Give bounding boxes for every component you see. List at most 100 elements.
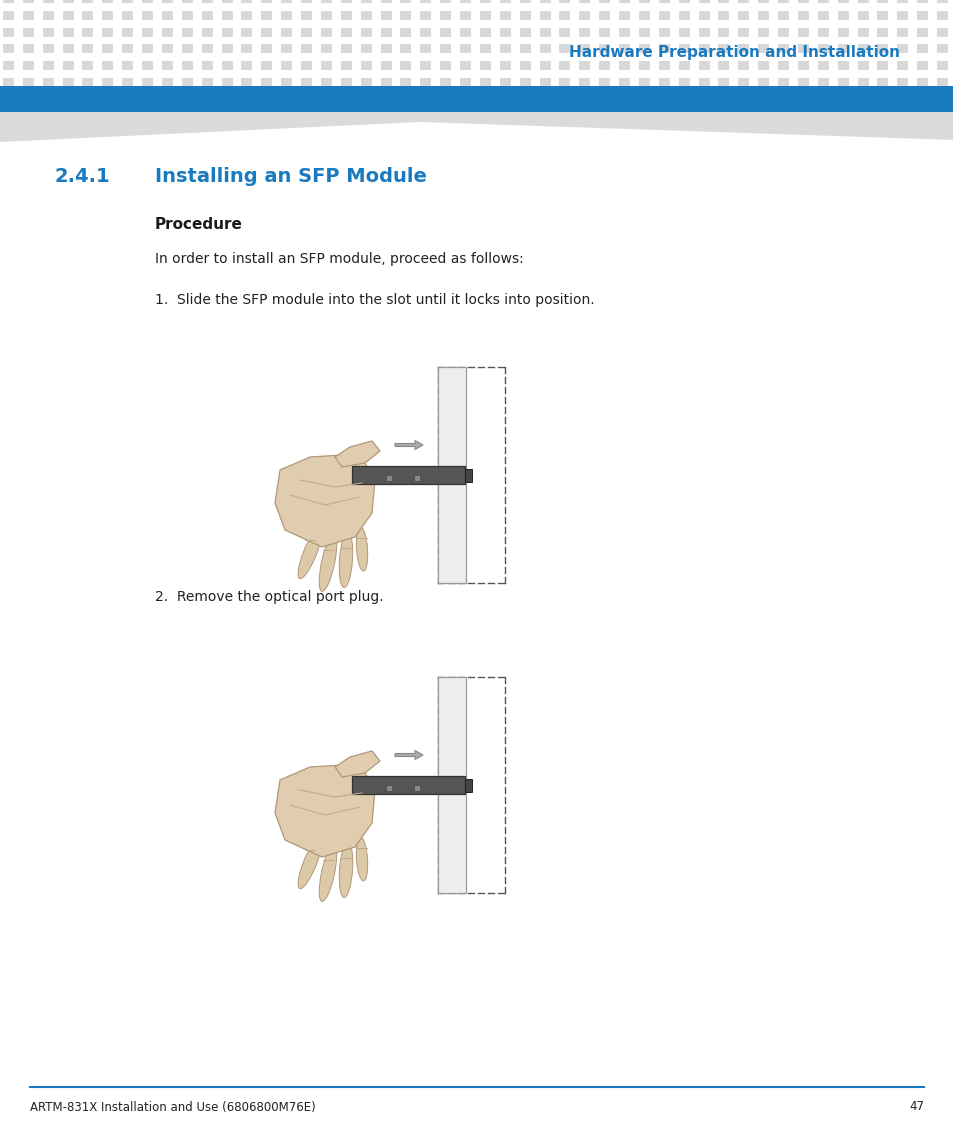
Bar — [459, 61, 471, 70]
Ellipse shape — [339, 843, 353, 898]
Bar — [281, 45, 292, 54]
Bar — [857, 27, 867, 37]
Bar — [936, 0, 947, 3]
Bar — [897, 45, 907, 54]
Text: Procedure: Procedure — [154, 218, 243, 232]
Bar — [340, 61, 352, 70]
Bar — [420, 27, 431, 37]
Bar — [718, 61, 729, 70]
Bar — [778, 78, 788, 87]
Bar — [897, 61, 907, 70]
Bar — [598, 61, 610, 70]
Bar — [82, 45, 93, 54]
Bar — [678, 27, 689, 37]
Bar — [877, 0, 887, 3]
Bar — [778, 10, 788, 19]
Bar — [261, 27, 272, 37]
Bar — [459, 45, 471, 54]
Bar — [63, 45, 73, 54]
Bar — [420, 78, 431, 87]
Bar — [659, 45, 669, 54]
Bar — [916, 61, 927, 70]
Bar — [221, 27, 233, 37]
Bar — [201, 0, 213, 3]
Bar — [439, 0, 451, 3]
Bar — [241, 45, 253, 54]
Bar — [639, 78, 649, 87]
Bar — [718, 78, 729, 87]
Bar — [102, 27, 113, 37]
Bar — [558, 27, 570, 37]
Text: 2.4.1: 2.4.1 — [55, 167, 111, 185]
Bar — [182, 61, 193, 70]
Bar — [698, 10, 709, 19]
Bar — [578, 0, 590, 3]
Bar — [817, 0, 828, 3]
Polygon shape — [0, 112, 953, 142]
Bar — [360, 27, 372, 37]
Bar — [519, 10, 530, 19]
Bar — [916, 27, 927, 37]
Bar — [320, 10, 332, 19]
Bar — [82, 10, 93, 19]
Bar — [897, 10, 907, 19]
Ellipse shape — [297, 528, 321, 578]
Bar — [414, 475, 419, 481]
Bar — [400, 10, 411, 19]
Bar — [380, 78, 391, 87]
Bar — [618, 61, 629, 70]
Bar — [857, 61, 867, 70]
Bar — [301, 0, 312, 3]
Bar — [63, 27, 73, 37]
Bar — [420, 45, 431, 54]
Bar — [122, 10, 133, 19]
Bar — [639, 27, 649, 37]
Bar — [281, 0, 292, 3]
Bar — [82, 78, 93, 87]
Ellipse shape — [355, 527, 367, 571]
Bar — [837, 45, 848, 54]
Bar — [122, 61, 133, 70]
Bar — [201, 45, 213, 54]
Bar — [459, 10, 471, 19]
Bar — [43, 45, 53, 54]
Bar — [439, 78, 451, 87]
Bar — [916, 78, 927, 87]
Bar — [261, 45, 272, 54]
Bar — [43, 78, 53, 87]
Bar — [102, 78, 113, 87]
Bar — [420, 61, 431, 70]
Bar — [3, 61, 14, 70]
Bar — [539, 10, 550, 19]
Bar — [301, 45, 312, 54]
Bar — [758, 0, 768, 3]
Bar — [122, 0, 133, 3]
Bar — [659, 78, 669, 87]
Bar — [380, 61, 391, 70]
Bar — [182, 0, 193, 3]
Bar — [221, 45, 233, 54]
Bar — [659, 61, 669, 70]
Bar — [201, 10, 213, 19]
Bar — [400, 27, 411, 37]
Bar — [758, 45, 768, 54]
Bar — [23, 0, 33, 3]
Bar — [340, 27, 352, 37]
Bar — [758, 78, 768, 87]
Bar — [459, 78, 471, 87]
Bar — [459, 27, 471, 37]
Bar — [837, 78, 848, 87]
Bar — [817, 10, 828, 19]
Bar — [221, 78, 233, 87]
Bar — [639, 61, 649, 70]
Bar — [102, 10, 113, 19]
Bar — [618, 27, 629, 37]
Bar — [678, 45, 689, 54]
Bar — [3, 45, 14, 54]
Bar — [539, 45, 550, 54]
Bar — [360, 10, 372, 19]
Bar — [221, 10, 233, 19]
Bar — [837, 10, 848, 19]
Bar — [499, 10, 510, 19]
Bar — [916, 10, 927, 19]
